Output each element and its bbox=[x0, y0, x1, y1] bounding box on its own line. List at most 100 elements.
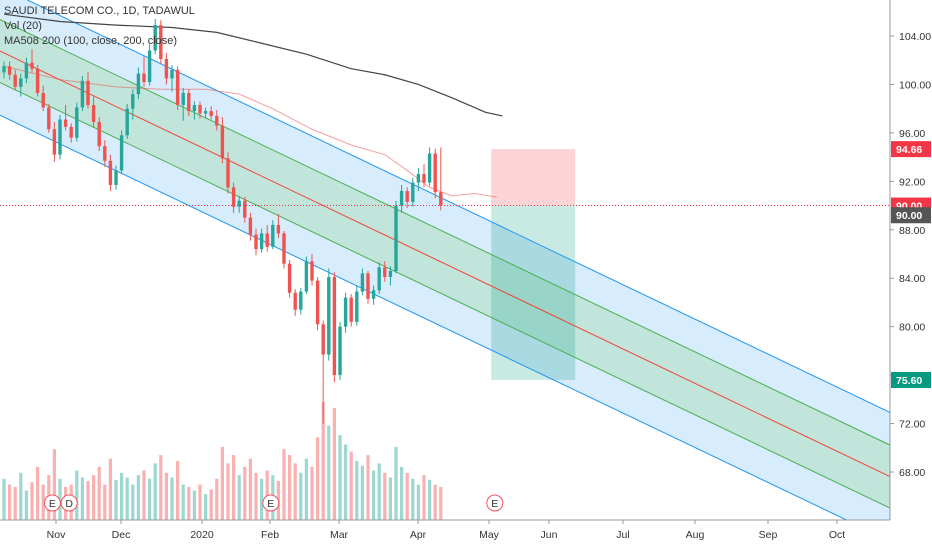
candle-body bbox=[220, 125, 225, 159]
volume-bar bbox=[433, 484, 437, 520]
candle-body bbox=[108, 160, 113, 185]
volume-bar bbox=[187, 486, 191, 520]
candle-body bbox=[349, 297, 353, 322]
candle bbox=[187, 89, 191, 116]
candle-body bbox=[254, 234, 258, 250]
candle-body bbox=[142, 73, 146, 83]
candle-body bbox=[24, 62, 29, 79]
volume-bar bbox=[80, 477, 84, 520]
volume-bar bbox=[439, 486, 443, 520]
candle-body bbox=[181, 92, 185, 106]
candle bbox=[131, 89, 135, 120]
candle bbox=[170, 65, 174, 92]
volume-bar bbox=[75, 470, 79, 520]
candle bbox=[259, 228, 264, 253]
volume-bar bbox=[265, 470, 269, 520]
earnings-marker-icon bbox=[262, 494, 280, 512]
time-tick-label: Aug bbox=[686, 529, 705, 541]
candle-body bbox=[388, 270, 393, 278]
candle-body bbox=[416, 174, 421, 183]
candle-body bbox=[259, 233, 264, 250]
volume-bar bbox=[293, 463, 297, 520]
candle-body bbox=[125, 108, 129, 136]
volume-bar bbox=[13, 486, 17, 520]
volume-bar bbox=[299, 472, 303, 520]
volume-bar bbox=[338, 435, 342, 520]
candle bbox=[310, 254, 314, 286]
candle-body bbox=[13, 74, 17, 87]
candle bbox=[427, 147, 432, 187]
candle bbox=[91, 96, 96, 129]
earnings-marker-icon bbox=[43, 494, 61, 512]
candle bbox=[237, 195, 241, 213]
candle bbox=[254, 228, 258, 256]
candle bbox=[422, 164, 426, 188]
earnings-marker-label: E bbox=[491, 498, 498, 510]
candle-body bbox=[114, 170, 118, 185]
candle-body bbox=[2, 66, 6, 73]
candle bbox=[399, 184, 404, 213]
candle-body bbox=[192, 105, 197, 112]
volume-bar bbox=[332, 407, 336, 520]
candle bbox=[203, 107, 208, 119]
candle bbox=[159, 20, 163, 64]
candle-body bbox=[209, 111, 213, 116]
candle-body bbox=[310, 261, 314, 281]
candle bbox=[433, 148, 437, 199]
volume-bar bbox=[310, 466, 314, 520]
candle-body bbox=[58, 119, 62, 155]
channel-lower-line bbox=[0, 114, 848, 520]
candle-body bbox=[243, 200, 247, 218]
price-tick-label: 84.00 bbox=[899, 273, 925, 285]
candle-body bbox=[427, 153, 432, 183]
candle-body bbox=[371, 290, 376, 299]
candle-body bbox=[198, 105, 202, 114]
candle-body bbox=[203, 111, 208, 114]
price-tick-label: 96.00 bbox=[899, 128, 925, 140]
price-tick-label: 100.00 bbox=[899, 79, 931, 91]
candle bbox=[366, 270, 370, 304]
candle-body bbox=[293, 292, 297, 310]
candle bbox=[108, 154, 113, 192]
volume-bar bbox=[52, 449, 56, 520]
candle bbox=[30, 49, 34, 73]
candle-body bbox=[175, 69, 180, 106]
candle-body bbox=[47, 107, 51, 130]
candle bbox=[47, 103, 51, 133]
volume-bar bbox=[349, 451, 353, 520]
candle-body bbox=[35, 68, 40, 93]
candle-body bbox=[315, 280, 320, 325]
volume-bar bbox=[30, 482, 34, 520]
candle-body bbox=[153, 25, 157, 51]
candle-body bbox=[119, 135, 124, 171]
candle-body bbox=[343, 297, 348, 327]
candle-body bbox=[422, 174, 426, 183]
volume-bar bbox=[192, 490, 196, 520]
volume-bar bbox=[282, 449, 286, 520]
volume-bar bbox=[97, 466, 101, 520]
candle-body bbox=[439, 192, 443, 206]
volume-bar bbox=[428, 479, 432, 520]
candle-body bbox=[276, 224, 281, 234]
candle-body bbox=[164, 59, 169, 79]
volume-bar bbox=[288, 455, 292, 520]
earnings-marker-icon bbox=[486, 494, 504, 512]
price-badge-label: 94.66 bbox=[896, 144, 922, 156]
candle bbox=[439, 147, 443, 211]
candle bbox=[377, 262, 381, 294]
volume-bar bbox=[388, 477, 392, 520]
position-target-zone bbox=[491, 205, 576, 380]
ma-short-line bbox=[3, 65, 497, 198]
candle bbox=[136, 67, 141, 99]
candle bbox=[276, 214, 281, 239]
candle bbox=[125, 103, 129, 139]
candle-body bbox=[86, 80, 90, 106]
volume-bar bbox=[411, 478, 415, 520]
volume-bar bbox=[243, 466, 247, 520]
candle bbox=[35, 65, 40, 97]
candle-body bbox=[215, 115, 219, 126]
price-badge-label: 75.60 bbox=[896, 375, 922, 387]
candle-body bbox=[80, 80, 85, 108]
candle bbox=[371, 285, 376, 305]
